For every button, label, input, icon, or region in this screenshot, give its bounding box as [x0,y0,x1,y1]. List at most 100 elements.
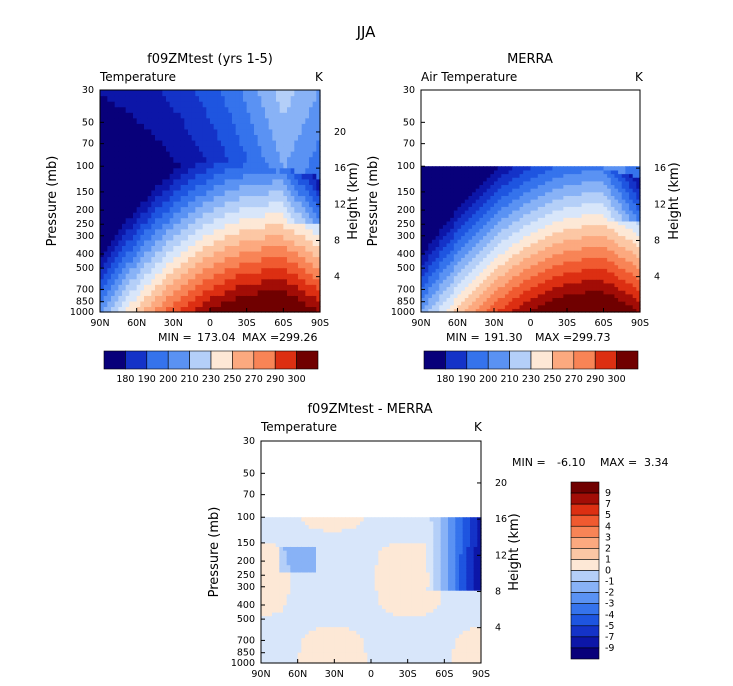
field-cell [257,300,262,308]
field-cell [250,217,255,224]
field-cell [235,250,240,258]
field-cell [424,177,429,182]
field-cell [468,235,473,240]
field-cell [309,178,314,185]
field-cell [290,228,295,235]
field-cell [464,293,470,299]
field-cell [596,228,601,233]
field-cell [287,106,292,113]
field-cell [461,301,466,306]
field-cell [162,284,167,291]
colorbar-label: 270 [245,374,263,385]
field-cell [625,202,630,207]
field-cell [265,145,270,152]
field-cell [424,290,429,295]
field-cell [530,279,535,284]
field-cell [232,289,237,296]
field-cell [530,293,535,299]
field-cell [243,289,248,296]
field-cell [173,106,178,113]
field-cell [625,239,630,244]
field-cell [559,260,564,266]
field-cell [610,308,616,313]
field-cell [232,217,237,224]
field-cell [166,278,171,285]
field-cell [243,112,248,119]
field-cell [530,184,535,189]
field-cell [552,253,557,258]
field-cell [424,213,429,218]
field-cell [261,659,266,664]
field-cell [526,301,532,306]
field-cell [468,180,473,186]
field-cell [239,178,244,185]
field-cell [552,217,557,222]
field-cell [545,275,550,280]
field-cell [461,213,466,218]
field-cell [450,308,455,313]
field-cell [250,117,255,124]
field-cell [298,217,303,224]
field-cell [486,250,491,255]
field-cell [486,206,491,211]
field-cell [305,212,310,219]
field-cell [512,304,517,309]
field-cell [567,250,572,255]
field-cell [475,217,480,222]
field-cell [497,228,502,233]
field-cell [224,178,229,185]
field-cell [140,245,145,252]
field-cell [599,239,605,244]
field-cell [504,257,510,262]
field-cell [435,169,440,175]
field-cell [483,166,488,171]
field-cell [596,253,601,258]
field-cell [312,167,317,174]
field-cell [144,306,149,313]
field-cell [169,201,174,208]
field-cell [519,297,524,302]
field-cell [129,256,134,263]
field-cell [636,246,641,251]
field-cell [217,295,222,302]
field-cell [479,169,484,175]
field-cell [585,279,590,284]
field-cell [574,290,579,295]
field-cell [125,184,130,191]
field-cell [199,167,204,174]
field-cell [254,278,259,285]
field-cell [232,262,237,269]
field-cell [501,290,506,295]
field-cell [519,246,524,251]
field-cell [246,195,251,202]
field-cell [585,264,590,269]
field-cell [276,134,281,141]
field-cell [279,90,284,97]
field-cell [504,231,510,237]
field-cell [625,169,630,175]
field-cell [504,220,510,226]
field-cell [312,173,317,180]
field-cell [534,246,539,251]
field-cell [235,189,240,197]
field-cell [563,217,568,222]
field-cell [261,184,266,191]
field-cell [603,253,608,258]
field-cell [621,257,626,262]
field-cell [577,293,583,299]
field-cell [570,239,575,244]
field-cell [479,301,484,306]
field-cell [184,145,189,152]
field-cell [147,250,152,258]
field-cell [629,206,634,211]
field-cell [632,206,637,211]
field-cell [312,123,317,130]
field-cell [625,308,630,313]
field-cell [515,271,521,277]
field-cell [541,235,546,240]
field-cell [450,191,455,196]
field-cell [464,224,470,229]
field-cell [530,290,535,295]
field-cell [118,267,123,274]
field-cell [515,290,521,295]
